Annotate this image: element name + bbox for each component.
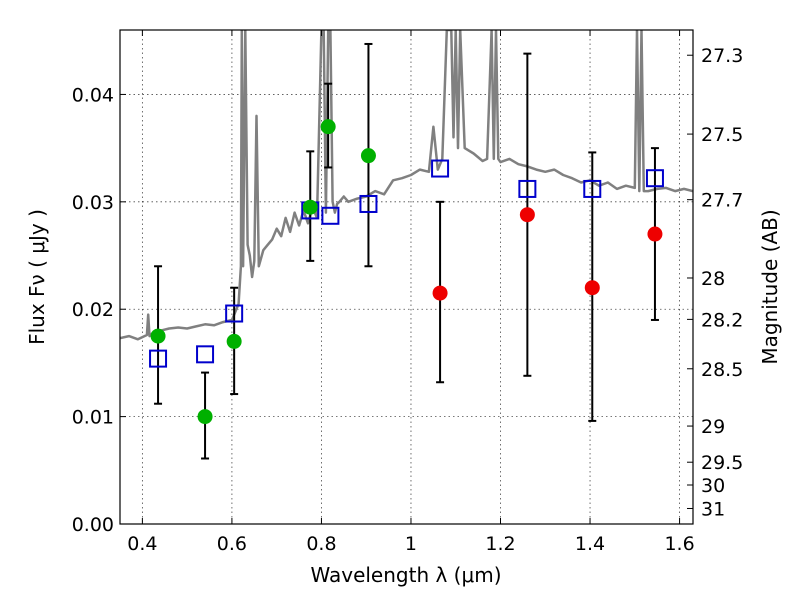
- magnitude-tick-label: 27.3: [701, 45, 743, 67]
- grid: [120, 30, 693, 524]
- y-tick-label: 0.00: [72, 514, 114, 536]
- model-photometry-square: [583, 179, 602, 198]
- model-photometry-square: [518, 179, 537, 198]
- model-photometry-square: [149, 349, 168, 368]
- x-axis-title: Wavelength λ (μm): [310, 563, 501, 587]
- magnitude-tick-label: 30: [701, 475, 725, 497]
- y-axis-ticks: 0.00 0.01 0.02 0.03 0.04: [72, 84, 126, 536]
- right-axis-title: Magnitude (AB): [758, 209, 782, 364]
- x-tick-label: 1.4: [575, 533, 605, 555]
- limit-point: [647, 226, 663, 242]
- y-tick-label: 0.03: [72, 192, 114, 214]
- detection-point: [360, 148, 376, 164]
- magnitude-tick-label: 31: [701, 498, 725, 520]
- detection-point: [302, 199, 318, 215]
- magnitude-tick-label: 28.2: [701, 309, 743, 331]
- x-tick-label: 1.6: [664, 533, 694, 555]
- detection-point: [226, 333, 242, 349]
- detection-point: [320, 119, 336, 135]
- model-photometry-square: [196, 345, 215, 364]
- y-tick-label: 0.04: [72, 84, 114, 106]
- magnitude-tick-label: 29: [701, 416, 725, 438]
- y-axis-title: Flux Fν ( μJy ): [25, 209, 49, 345]
- detection-point: [150, 328, 166, 344]
- plot-frame: [119, 29, 694, 525]
- y-tick-label: 0.02: [72, 299, 114, 321]
- observed-circles: [150, 119, 663, 425]
- model-photometry-square: [225, 304, 244, 323]
- limit-point: [519, 207, 535, 223]
- x-tick-label: 1: [405, 533, 417, 555]
- model-photometry-square: [645, 169, 664, 188]
- limit-point: [432, 285, 448, 301]
- magnitude-tick-label: 27.7: [701, 190, 743, 212]
- x-tick-label: 1.2: [485, 533, 515, 555]
- y-tick-label: 0.01: [72, 407, 114, 429]
- spectrum-line: [120, 30, 693, 341]
- magnitude-tick-label: 28.5: [701, 359, 743, 381]
- x-axis-ticks: 0.4 0.6 0.8 1 1.2 1.4 1.6: [127, 30, 695, 555]
- magnitude-tick-label: 29.5: [701, 452, 743, 474]
- spectrum-series: [120, 30, 693, 341]
- magnitude-tick-label: 28: [701, 268, 725, 290]
- model-photometry-square: [359, 194, 378, 213]
- model-photometry-squares: [149, 159, 664, 368]
- errorbars: [154, 42, 659, 460]
- magnitude-tick-label: 27.5: [701, 124, 743, 146]
- limit-point: [584, 280, 600, 296]
- model-photometry-square: [431, 159, 450, 178]
- x-tick-label: 0.6: [217, 533, 247, 555]
- x-tick-label: 0.4: [127, 533, 157, 555]
- detection-point: [197, 409, 213, 425]
- x-tick-label: 0.8: [306, 533, 336, 555]
- model-photometry-square: [321, 206, 340, 225]
